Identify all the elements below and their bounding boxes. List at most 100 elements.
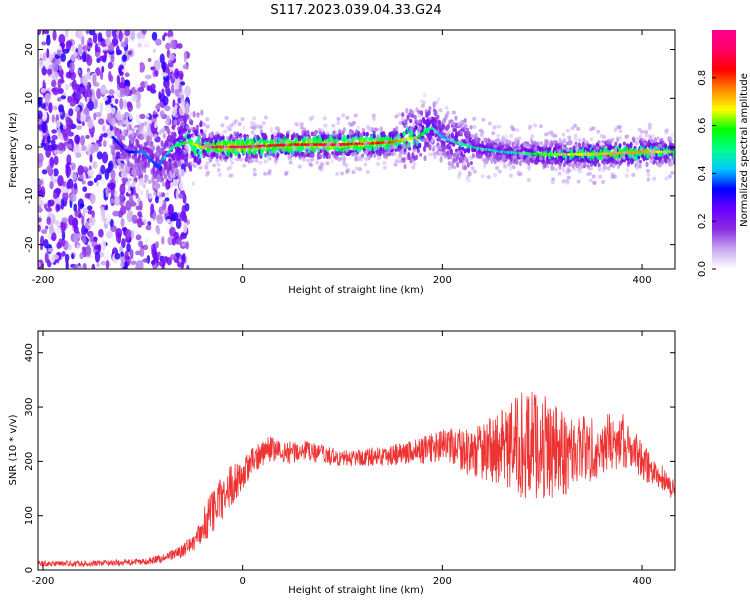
heatmap-cell bbox=[184, 202, 190, 212]
y-tick-label: 0 bbox=[24, 144, 35, 150]
heatmap-cell bbox=[263, 115, 268, 120]
heatmap-cell bbox=[57, 142, 65, 151]
heatmap-cell bbox=[247, 153, 252, 158]
heatmap-cell bbox=[73, 203, 78, 213]
x-tick-label: 200 bbox=[433, 576, 452, 587]
heatmap-cell bbox=[167, 130, 171, 136]
heatmap-cell bbox=[310, 115, 315, 120]
heatmap-cell bbox=[586, 172, 591, 177]
heatmap-cell bbox=[180, 94, 185, 100]
heatmap-cell bbox=[124, 250, 129, 260]
heatmap-cell bbox=[62, 48, 70, 54]
heatmap-cell bbox=[184, 131, 189, 136]
heatmap-cell bbox=[201, 133, 206, 138]
heatmap-cell bbox=[346, 168, 351, 173]
heatmap-cell bbox=[188, 166, 193, 172]
heatmap-cell bbox=[445, 133, 450, 138]
heatmap-cell bbox=[395, 136, 400, 141]
heatmap-cell bbox=[85, 244, 91, 257]
heatmap-cell bbox=[597, 166, 602, 172]
heatmap-cell bbox=[125, 122, 129, 127]
heatmap-cell bbox=[470, 133, 474, 138]
heatmap-cell bbox=[413, 136, 418, 141]
heatmap-cell bbox=[350, 122, 355, 127]
heatmap-cell bbox=[359, 132, 364, 137]
heatmap-cell bbox=[95, 174, 102, 181]
colorbar: 0.00.20.40.60.8 Normalized spectral ampl… bbox=[697, 30, 750, 277]
heatmap-cell bbox=[197, 140, 202, 145]
heatmap-cell bbox=[62, 130, 68, 138]
heatmap-cell bbox=[45, 36, 51, 46]
heatmap-cell bbox=[336, 121, 341, 126]
heatmap-cell bbox=[496, 138, 501, 143]
heatmap-cell bbox=[62, 124, 67, 129]
heatmap-cell bbox=[154, 121, 158, 129]
heatmap-cell bbox=[144, 237, 149, 245]
y-tick-label: 300 bbox=[24, 397, 35, 416]
heatmap-cell bbox=[325, 131, 330, 136]
heatmap-cell bbox=[131, 94, 138, 102]
heatmap-cell bbox=[240, 117, 245, 122]
heatmap-cell bbox=[179, 135, 184, 140]
heatmap-cell bbox=[138, 240, 144, 248]
heatmap-cell bbox=[144, 121, 148, 126]
heatmap-cell bbox=[186, 264, 190, 269]
heatmap-cell bbox=[96, 186, 104, 199]
heatmap-cell bbox=[94, 250, 101, 263]
heatmap-cell bbox=[493, 173, 498, 178]
heatmap-cell bbox=[100, 239, 107, 251]
heatmap-cell bbox=[109, 218, 114, 228]
heatmap-cell bbox=[472, 124, 477, 129]
heatmap-cell bbox=[225, 135, 230, 140]
heatmap-cell bbox=[48, 102, 53, 114]
heatmap-cell bbox=[533, 123, 538, 128]
heatmap-cell bbox=[155, 170, 159, 176]
heatmap-cell bbox=[631, 172, 636, 177]
heatmap-cell bbox=[119, 98, 124, 110]
heatmap-cell bbox=[245, 147, 250, 152]
heatmap-cell bbox=[589, 163, 593, 167]
heatmap-cell bbox=[138, 153, 142, 159]
heatmap-cell bbox=[576, 179, 581, 184]
heatmap-cell bbox=[179, 109, 183, 116]
heatmap-cell bbox=[346, 134, 350, 139]
heatmap-cell bbox=[556, 149, 561, 154]
heatmap-cell bbox=[181, 100, 185, 107]
heatmap-cell bbox=[646, 177, 651, 182]
heatmap-cell bbox=[358, 155, 363, 160]
x-tick-label: 400 bbox=[633, 275, 652, 286]
heatmap-cell bbox=[512, 142, 517, 147]
heatmap-cell bbox=[152, 48, 157, 53]
heatmap-cell bbox=[525, 148, 529, 153]
heatmap-cell bbox=[102, 96, 108, 102]
heatmap-cell bbox=[89, 193, 96, 205]
snr-xlabel: Height of straight line (km) bbox=[288, 585, 424, 596]
heatmap-cell bbox=[402, 119, 407, 124]
heatmap-cell bbox=[209, 134, 214, 139]
heatmap-cell bbox=[662, 151, 667, 156]
heatmap-cell bbox=[512, 155, 517, 160]
heatmap-cell bbox=[158, 192, 162, 196]
heatmap-cell bbox=[344, 163, 349, 168]
heatmap-cell bbox=[463, 124, 468, 129]
heatmap-cell bbox=[124, 259, 128, 269]
heatmap-cell bbox=[250, 130, 255, 135]
heatmap-cell bbox=[612, 148, 617, 153]
heatmap-cell bbox=[148, 136, 152, 142]
heatmap-cell bbox=[538, 156, 543, 161]
heatmap-cell bbox=[157, 183, 161, 189]
heatmap-cell bbox=[120, 205, 127, 215]
heatmap-cell bbox=[100, 164, 106, 175]
heatmap-cell bbox=[95, 111, 102, 118]
heatmap-cell bbox=[65, 71, 72, 79]
heatmap-cell bbox=[98, 228, 104, 238]
heatmap-cell bbox=[38, 224, 41, 232]
heatmap-cell bbox=[551, 165, 555, 171]
heatmap-cell bbox=[624, 134, 629, 139]
heatmap-cell bbox=[42, 52, 47, 62]
heatmap-cell bbox=[306, 158, 311, 163]
heatmap-cell bbox=[258, 160, 263, 165]
heatmap-cell bbox=[318, 153, 323, 158]
heatmap-cell bbox=[183, 214, 188, 224]
heatmap-cell bbox=[643, 141, 648, 146]
